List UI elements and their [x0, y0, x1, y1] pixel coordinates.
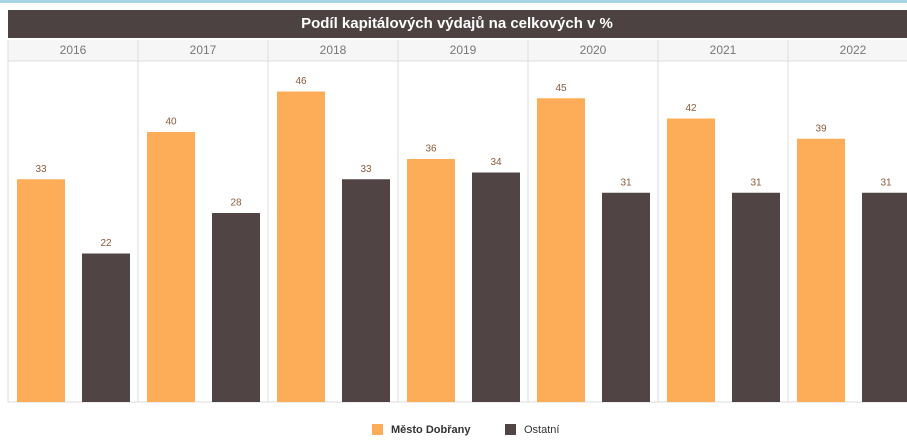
bar: [797, 138, 845, 402]
header-row: [8, 40, 907, 61]
bar: [602, 192, 650, 402]
title-bar: [8, 10, 907, 38]
data-label: 31: [750, 177, 762, 188]
bar: [342, 179, 390, 402]
bar: [407, 159, 455, 402]
top-border: [0, 0, 907, 3]
bar: [82, 253, 130, 402]
x-tick-label: 2019: [450, 43, 477, 57]
data-label: 46: [295, 76, 307, 87]
chart-title: Podíl kapitálových výdajů na celkových v…: [301, 15, 613, 32]
data-label: 22: [100, 238, 112, 249]
bar: [472, 172, 520, 402]
data-label: 40: [165, 117, 177, 128]
bar: [732, 192, 780, 402]
data-label: 31: [620, 177, 632, 188]
data-label: 34: [490, 157, 502, 168]
x-tick-label: 2022: [840, 43, 867, 57]
legend-swatch: [505, 424, 516, 435]
bar: [537, 98, 585, 402]
data-label: 42: [685, 103, 697, 114]
x-tick-label: 2021: [710, 43, 737, 57]
data-label: 39: [815, 123, 827, 134]
data-label: 33: [360, 164, 372, 175]
bar: [277, 91, 325, 402]
legend-label: Ostatní: [524, 424, 559, 436]
data-label: 31: [880, 177, 892, 188]
x-tick-label: 2017: [190, 43, 217, 57]
data-label: 45: [555, 83, 567, 94]
legend-swatch: [372, 424, 383, 435]
bar: [862, 192, 907, 402]
x-tick-label: 2016: [60, 43, 87, 57]
data-label: 33: [35, 164, 47, 175]
legend-label: Město Dobřany: [391, 424, 471, 436]
data-label: 28: [230, 198, 242, 209]
bar: [17, 179, 65, 402]
x-tick-label: 2018: [320, 43, 347, 57]
bar: [212, 213, 260, 402]
x-tick-label: 2020: [580, 43, 607, 57]
bar: [667, 118, 715, 402]
data-label: 36: [425, 144, 437, 155]
bar: [147, 132, 195, 402]
